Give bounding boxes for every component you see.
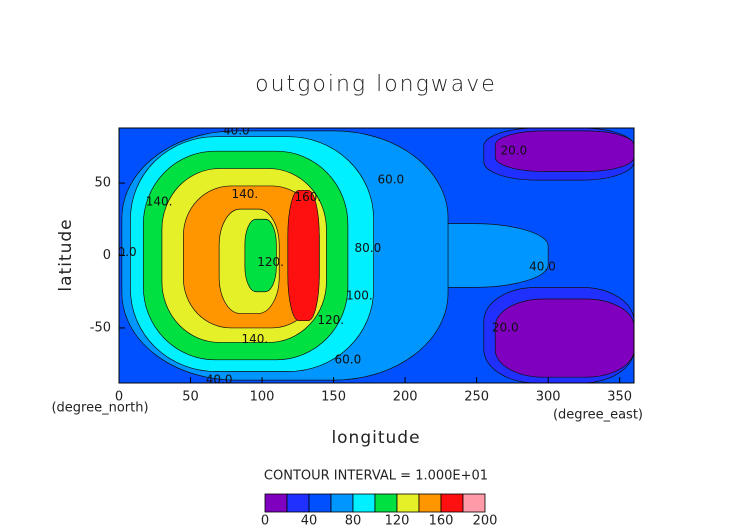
contour-label: 120. <box>257 255 284 269</box>
contour-label: 40.0 <box>206 373 233 387</box>
colorbar-box <box>418 493 442 513</box>
contour-label: 100. <box>346 289 373 303</box>
colorbar-tick-label: 160 <box>429 514 454 529</box>
y-tick-label: 0 <box>103 248 111 263</box>
colorbar-box <box>440 493 464 513</box>
chart-title: outgoing longwave <box>255 72 497 97</box>
x-axis-label: longitude <box>331 428 420 448</box>
colorbar-box <box>264 493 288 513</box>
colorbar-tick-label: 120 <box>385 514 410 529</box>
contour-label: 40.0 <box>529 260 556 274</box>
x-tick-label: 300 <box>536 390 561 405</box>
x-tick-label: 50 <box>182 390 199 405</box>
x-tick-label: 350 <box>607 390 632 405</box>
colorbar-tick-label: 80 <box>345 514 362 529</box>
x-tick-label: 100 <box>250 390 275 405</box>
colorbar-box <box>308 493 332 513</box>
contour-region <box>287 189 320 322</box>
colorbar-box <box>374 493 398 513</box>
colorbar-box <box>462 493 486 513</box>
contour-label: 20.0 <box>500 144 527 158</box>
x-tick-label: 150 <box>321 390 346 405</box>
colorbar-tick-label: 40 <box>301 514 318 529</box>
colorbar-box <box>396 493 420 513</box>
contour-label: 20.0 <box>492 320 519 334</box>
y-unit: (degree_north) <box>51 401 148 416</box>
y-axis-label: latitude <box>56 218 76 291</box>
plot-area: 40.0 60.0 80.0 40.0 20.0 20.0 140. 140. 160. 120.… <box>110 123 634 387</box>
x-tick-label: 200 <box>393 390 418 405</box>
contour-region <box>244 218 277 293</box>
y-tick-label: -50 <box>90 320 111 335</box>
colorbar-tick-label: 200 <box>473 514 498 529</box>
contour-label: 80.0 <box>355 241 382 255</box>
contour-label: 160. <box>294 190 321 204</box>
contour-label: 60.0 <box>377 173 404 187</box>
contour-label: 140. <box>146 194 173 208</box>
colorbar-box <box>330 493 354 513</box>
contour-region <box>494 130 634 172</box>
contour-label: 60.0 <box>110 245 137 259</box>
contour-label: 140. <box>232 187 259 201</box>
contour-region <box>494 298 634 378</box>
contour-interval: CONTOUR INTERVAL = 1.000E+01 <box>264 469 488 484</box>
colorbar-tick-label: 0 <box>261 514 269 529</box>
colorbar-box <box>286 493 310 513</box>
y-tick-label: 50 <box>94 176 111 191</box>
x-tick-label: 0 <box>115 390 123 405</box>
contour-label: 120. <box>317 313 344 327</box>
x-tick-label: 250 <box>464 390 489 405</box>
x-unit: (degree_east) <box>553 408 643 423</box>
contour-label: 40.0 <box>223 123 250 137</box>
contour-label: 60.0 <box>335 352 362 366</box>
colorbar-box <box>352 493 376 513</box>
contour-label: 140. <box>242 332 269 346</box>
